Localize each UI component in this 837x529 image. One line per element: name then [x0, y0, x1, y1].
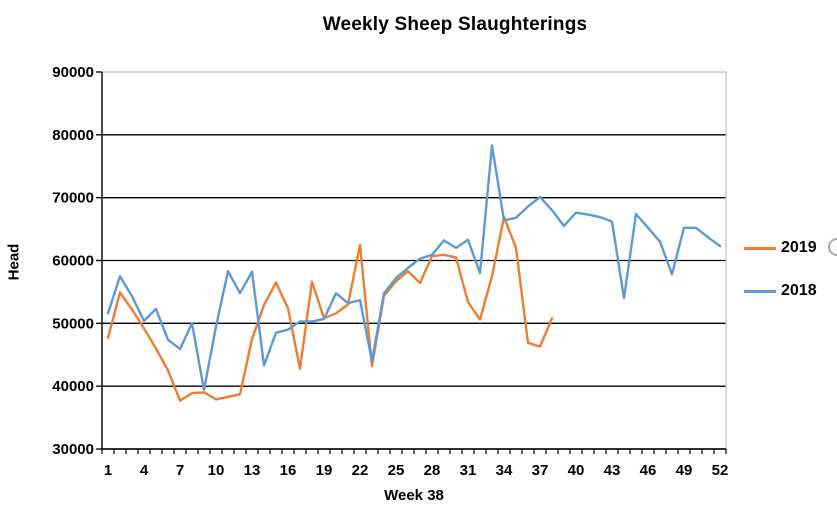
x-tick-label: 19: [316, 462, 333, 479]
series-line-2018: [106, 144, 722, 392]
legend-label-2019: 2019: [781, 239, 817, 256]
chart-title: Weekly Sheep Slaughterings: [322, 14, 588, 35]
x-tick-label: 16: [280, 462, 297, 479]
x-tick-label: 28: [424, 462, 441, 479]
x-tick-label: 43: [604, 462, 621, 479]
legend-item-2018: 2018: [744, 282, 817, 300]
x-tick-label: 40: [568, 462, 585, 479]
y-tick-label: 80000: [52, 127, 94, 144]
x-tick-label: 4: [140, 462, 149, 479]
y-axis-title: Head: [5, 243, 23, 281]
x-tick-label: 52: [712, 462, 729, 479]
x-tick-label: 25: [388, 462, 405, 479]
legend-label-2018: 2018: [781, 282, 817, 299]
x-axis-title: Week 38: [384, 487, 444, 504]
x-tick-label: 1: [104, 462, 112, 479]
y-tick-label: 30000: [52, 441, 94, 458]
x-tick-label: 13: [244, 462, 261, 479]
series-line-2019: [106, 215, 554, 402]
x-tick-label: 46: [640, 462, 657, 479]
legend-line-swatch-2019: [744, 246, 776, 250]
x-tick-label: 49: [676, 462, 693, 479]
y-tick-label: 90000: [52, 64, 94, 81]
y-tick-label: 50000: [52, 315, 94, 332]
legend-line-swatch-2018: [744, 289, 776, 293]
x-tick-label: 37: [532, 462, 549, 479]
y-tick-label: 60000: [52, 253, 94, 270]
x-tick-label: 7: [176, 462, 184, 479]
clipped-circle-artifact: [828, 238, 837, 256]
y-tick-label: 70000: [52, 190, 94, 207]
x-tick-label: 10: [208, 462, 225, 479]
y-tick-label: 40000: [52, 378, 94, 395]
x-tick-label: 34: [496, 462, 513, 479]
legend-item-2019: 2019: [744, 239, 817, 257]
x-tick-label: 31: [460, 462, 477, 479]
x-tick-label: 22: [352, 462, 369, 479]
